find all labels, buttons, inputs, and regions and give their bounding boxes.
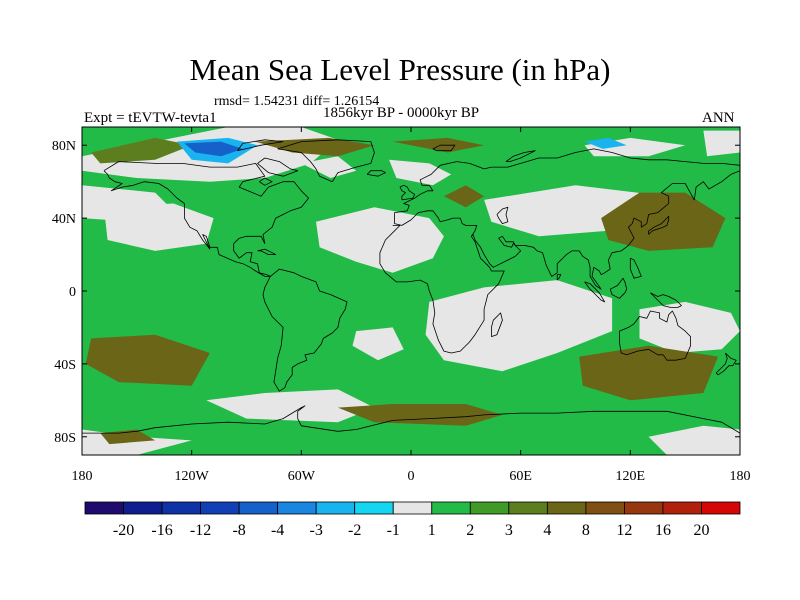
coastline-new-guinea	[650, 292, 682, 308]
contour-region-8	[301, 156, 357, 178]
colorbar-label: 2	[466, 522, 474, 539]
colorbar-box	[315, 501, 356, 515]
contour-region-3	[316, 207, 444, 273]
lat-tick-label: 0	[69, 285, 76, 300]
lon-tick-label: 0	[408, 469, 415, 484]
contour-region-2	[103, 203, 214, 251]
coastline-madagascar	[490, 312, 503, 337]
colorbar-label: 3	[505, 522, 513, 539]
contour-region-4	[389, 159, 452, 186]
lat-tick-label: 40N	[52, 212, 76, 227]
coastline-caspian	[496, 206, 509, 225]
contour-region-19	[85, 334, 210, 386]
coastline-sri-lanka	[556, 274, 562, 281]
colorbar-box	[546, 501, 587, 515]
colorbar-box	[392, 501, 433, 515]
colorbar-box	[84, 501, 124, 515]
colorbar-legend: -20 -16 -12 -8 -4 -3 -2 -1 1 2 3 4 8 12 16 20	[84, 501, 741, 539]
colorbar-box	[624, 501, 664, 515]
coastline-cuba	[257, 248, 277, 256]
colorbar-box	[123, 501, 163, 515]
lon-tick-label: 60E	[509, 469, 532, 484]
lat-tick-label: 80S	[54, 431, 76, 446]
coastline-antarctica	[82, 405, 740, 434]
contour-region-17	[443, 185, 485, 208]
pressure-contour-fills	[82, 127, 740, 455]
coastline-new-zealand	[715, 352, 737, 376]
lat-tick-label: 80N	[52, 139, 76, 154]
contour-region-14	[352, 327, 404, 361]
colorbar-label: -1	[387, 522, 400, 539]
season-label: ANN	[702, 110, 735, 126]
colorbar-label: 12	[616, 522, 632, 539]
coastline-britain	[399, 184, 416, 201]
contour-region-10	[639, 301, 740, 353]
colorbar-box	[200, 501, 240, 515]
colorbar-label: -8	[232, 522, 245, 539]
lon-tick-label: 60W	[288, 469, 316, 484]
colorbar-box	[508, 501, 548, 515]
coastline-eurasia-africa	[379, 148, 740, 354]
lon-tick-label: 180	[72, 469, 93, 484]
coastline-borneo	[609, 277, 628, 299]
coastline-iceland	[366, 170, 386, 177]
contour-region-25	[184, 141, 243, 157]
coastline-north-america	[103, 161, 310, 277]
latitude-axis: 80N 40N 0 40S 80S	[52, 139, 740, 446]
coastline-novaya-zemlya	[505, 150, 536, 163]
colorbar-box	[277, 501, 317, 515]
plot-title: Mean Sea Level Pressure (in hPa)	[189, 52, 611, 87]
contour-region-20	[579, 345, 719, 401]
coastline-south-america	[262, 268, 348, 392]
rmsd-diff-text: rmsd= 1.54231 diff= 1.26154	[214, 94, 380, 109]
contour-region-23	[91, 137, 192, 164]
colorbar-box	[354, 501, 394, 515]
colorbar-label: 8	[582, 522, 590, 539]
coastlines	[82, 139, 740, 434]
lon-tick-label: 180	[730, 469, 751, 484]
contour-region-16	[392, 137, 485, 153]
colorbar-box	[469, 501, 510, 515]
contour-region-7	[703, 130, 740, 157]
colorbar-label: 20	[693, 522, 709, 539]
colorbar-box	[662, 501, 702, 515]
colorbar-label: -20	[113, 522, 134, 539]
colorbar-label: 16	[655, 522, 671, 539]
longitude-axis: 180 120W 60W 0 60E 120E 180	[72, 127, 751, 484]
colorbar-label: -12	[190, 522, 211, 539]
contour-region-11	[206, 389, 375, 423]
contour-region-26	[584, 137, 627, 149]
coastline-sumatra	[584, 281, 606, 303]
experiment-label: Expt = tEVTW-tevta1	[84, 110, 217, 126]
colorbar-box	[161, 501, 201, 515]
contour-region-9	[425, 280, 613, 372]
colorbar-label: -3	[310, 522, 323, 539]
coastline-ellesmere	[237, 139, 284, 152]
coastline-australia	[619, 310, 691, 361]
lon-tick-label: 120E	[616, 469, 646, 484]
colorbar-label: -2	[348, 522, 361, 539]
coastline-greenland	[277, 139, 375, 183]
coastline-baffin	[257, 157, 299, 177]
coastline-svalbard	[432, 144, 456, 152]
colorbar-label: -4	[271, 522, 284, 539]
coastline-hudson-bay-islands	[258, 177, 273, 186]
colorbar-label: 1	[428, 522, 436, 539]
lat-tick-label: 40S	[54, 358, 76, 373]
colorbar-label: -16	[151, 522, 172, 539]
colorbar-box	[431, 501, 471, 515]
map-ocean-background	[82, 127, 740, 455]
colorbar-box	[238, 501, 279, 515]
coastline-philippines	[629, 257, 642, 279]
lon-tick-label: 120W	[175, 469, 210, 484]
colorbar-label: 4	[543, 522, 551, 539]
period-subtitle: 1856kyr BP - 0000kyr BP	[323, 105, 480, 121]
colorbar-box	[701, 501, 741, 515]
contour-region-21	[337, 404, 503, 426]
colorbar-box	[585, 501, 625, 515]
contour-region-13	[648, 425, 740, 455]
coastline-japan	[648, 215, 670, 235]
contour-region-15	[255, 137, 375, 157]
